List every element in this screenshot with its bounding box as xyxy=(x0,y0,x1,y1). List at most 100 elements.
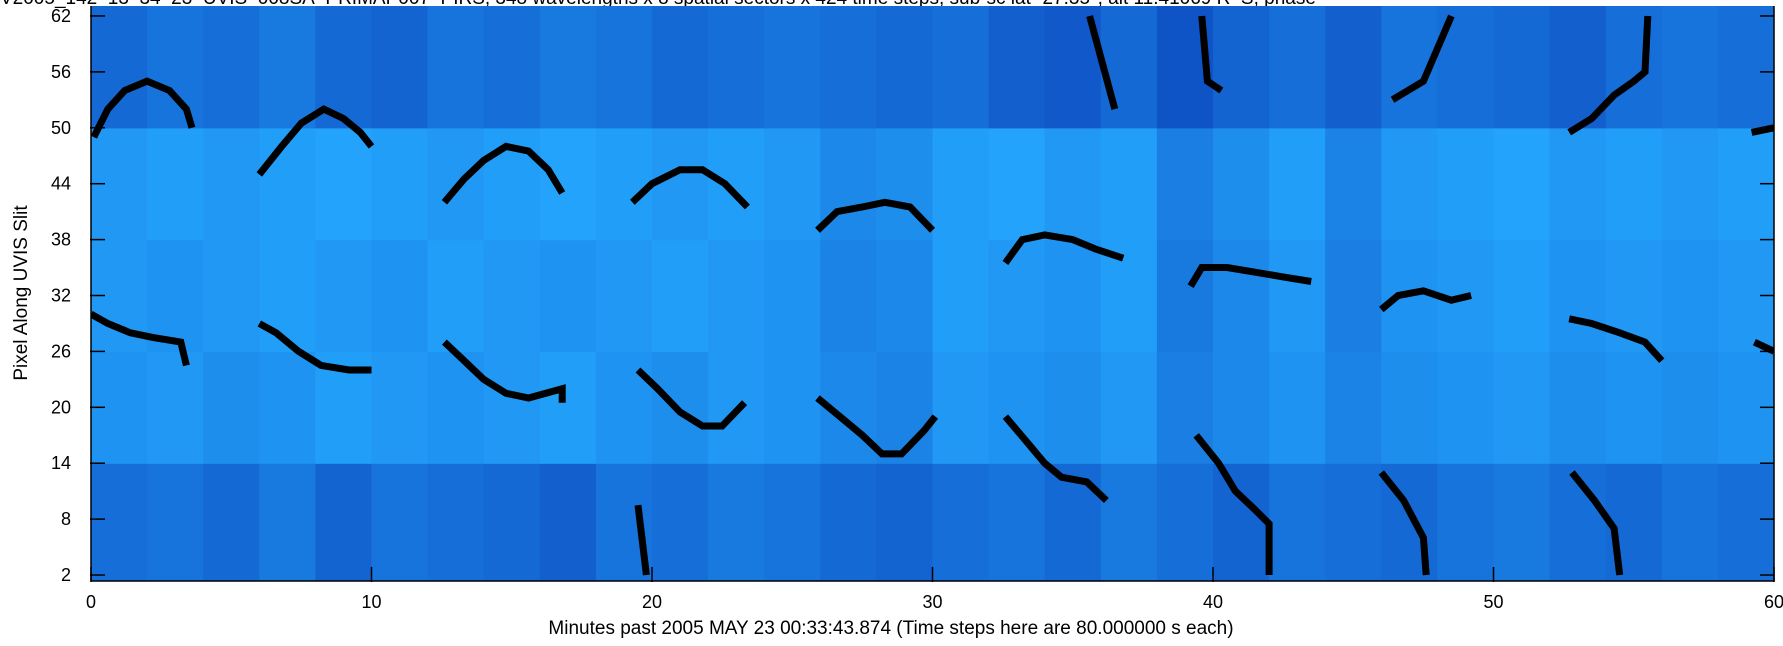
saturated-trace xyxy=(1390,14,1455,103)
x-tick-label: 20 xyxy=(642,592,662,612)
heat-cell xyxy=(708,6,765,129)
x-tick-label: 30 xyxy=(922,592,942,612)
heat-cell xyxy=(595,351,653,464)
heat-cell xyxy=(1269,127,1326,241)
heat-cell xyxy=(371,351,429,464)
heat-cell xyxy=(595,6,653,129)
saturated-trace xyxy=(1002,414,1109,504)
heat-cell xyxy=(932,239,990,353)
heat-cell xyxy=(1605,463,1663,581)
y-tick-label: 14 xyxy=(51,453,71,473)
heat-cell xyxy=(203,463,260,581)
y-tick-label: 20 xyxy=(51,397,71,417)
heat-cell xyxy=(1717,463,1774,581)
heat-cell xyxy=(1493,6,1551,129)
heat-cell xyxy=(764,463,821,581)
saturated-trace xyxy=(1187,264,1312,288)
x-tick-label: 50 xyxy=(1483,592,1503,612)
saturated-trace xyxy=(1379,287,1472,313)
heat-cell xyxy=(1156,239,1214,353)
x-axis-label: Minutes past 2005 MAY 23 00:33:43.874 (T… xyxy=(548,618,1233,639)
heat-cell xyxy=(820,239,877,353)
heat-cell xyxy=(427,463,485,581)
heat-cell xyxy=(1549,6,1607,129)
y-tick-label: 26 xyxy=(51,341,71,361)
heat-cell xyxy=(371,239,429,353)
heat-cell xyxy=(483,463,541,581)
heat-cell xyxy=(1325,127,1382,241)
heat-cell xyxy=(932,127,990,241)
heat-cell xyxy=(1213,463,1270,581)
saturated-trace xyxy=(1568,315,1665,364)
x-tick-label: 60 xyxy=(1764,592,1783,612)
heat-cell xyxy=(1156,127,1214,241)
heat-cell xyxy=(988,239,1046,353)
saturated-trace xyxy=(256,105,375,177)
heat-cell xyxy=(1605,127,1663,241)
heat-cell xyxy=(1493,127,1551,241)
heat-cell xyxy=(1661,127,1719,241)
saturated-trace xyxy=(441,339,566,403)
heat-cell xyxy=(652,463,709,581)
heat-cell xyxy=(932,6,990,129)
heat-cell xyxy=(1325,351,1382,464)
saturated-trace xyxy=(629,166,750,210)
saturated-trace xyxy=(1378,470,1430,576)
heat-cell xyxy=(315,463,373,581)
heat-cell xyxy=(1605,6,1663,129)
heat-cell xyxy=(1437,351,1495,464)
saturated-trace xyxy=(1750,124,1774,136)
heat-cell xyxy=(203,127,260,241)
heat-cell xyxy=(1661,6,1719,129)
heat-cell xyxy=(259,239,316,353)
heat-cell xyxy=(259,6,316,129)
x-tick-label: 10 xyxy=(361,592,381,612)
heat-cell xyxy=(427,6,485,129)
heat-cell xyxy=(1605,351,1663,464)
heat-cell xyxy=(876,463,934,581)
y-tick-label: 62 xyxy=(51,6,71,26)
heat-cell xyxy=(1493,351,1551,464)
heat-cell xyxy=(595,239,653,353)
heat-cell xyxy=(315,239,373,353)
heat-cell xyxy=(1269,239,1326,353)
heat-cell xyxy=(708,127,765,241)
heat-cell xyxy=(1044,127,1102,241)
heat-cell xyxy=(1661,239,1719,353)
heat-cell xyxy=(1213,127,1270,241)
heat-cell xyxy=(1493,463,1551,581)
saturated-trace xyxy=(635,367,748,430)
heat-cell xyxy=(483,239,541,353)
heat-cell xyxy=(1325,6,1382,129)
heat-cell xyxy=(203,239,260,353)
heat-cell xyxy=(427,239,485,353)
heat-cell xyxy=(259,463,316,581)
heat-cell xyxy=(91,6,148,129)
heat-cell xyxy=(820,6,877,129)
heat-cell xyxy=(1213,239,1270,353)
heat-cell xyxy=(1100,127,1158,241)
heat-cell xyxy=(1325,239,1382,353)
heat-cell xyxy=(1549,127,1607,241)
heat-cell xyxy=(1100,351,1158,464)
y-axis-label: Pixel Along UVIS Slit xyxy=(11,205,32,381)
heat-cell xyxy=(483,351,541,464)
heat-cell xyxy=(988,463,1046,581)
heat-cell xyxy=(1717,6,1774,129)
heat-cell xyxy=(1325,463,1382,581)
heat-cell xyxy=(876,239,934,353)
heat-cell xyxy=(1044,239,1102,353)
heat-cell xyxy=(315,127,373,241)
saturated-trace xyxy=(91,77,196,139)
heat-cell xyxy=(708,239,765,353)
heat-cell xyxy=(1437,463,1495,581)
heat-cell xyxy=(1661,463,1719,581)
saturated-trace xyxy=(815,198,936,233)
heat-cell xyxy=(1156,463,1214,581)
saturated-trace xyxy=(1086,15,1119,111)
heat-cell xyxy=(539,127,597,241)
plot-area xyxy=(91,6,1774,581)
x-tick-label: 0 xyxy=(86,592,96,612)
heat-cell xyxy=(1100,463,1158,581)
